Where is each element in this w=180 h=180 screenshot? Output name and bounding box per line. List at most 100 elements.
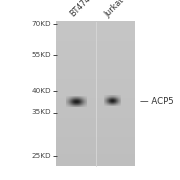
Bar [106, 98, 107, 99]
Bar [120, 98, 121, 99]
Bar [116, 103, 117, 104]
Bar [112, 99, 113, 100]
Bar [116, 97, 117, 98]
Bar [113, 101, 114, 102]
Bar [81, 98, 82, 99]
Bar [117, 96, 118, 97]
Bar [56, 163, 135, 166]
Bar [86, 104, 87, 105]
Bar [84, 97, 85, 98]
Bar [117, 104, 118, 105]
Bar [82, 100, 83, 101]
Bar [80, 98, 81, 99]
Bar [119, 98, 120, 99]
Bar [75, 98, 76, 99]
Bar [116, 96, 117, 97]
Bar [83, 106, 84, 107]
Bar [83, 100, 84, 101]
Bar [79, 103, 80, 104]
Bar [84, 98, 85, 99]
Bar [116, 99, 117, 100]
Bar [66, 102, 67, 103]
Bar [77, 97, 78, 98]
Bar [107, 102, 108, 103]
Bar [114, 101, 115, 102]
Bar [105, 98, 106, 99]
Bar [67, 98, 68, 99]
Bar [67, 103, 68, 104]
Bar [86, 104, 87, 105]
Bar [116, 104, 117, 105]
Bar [113, 96, 114, 97]
Bar [68, 97, 69, 98]
Bar [77, 100, 78, 101]
Bar [114, 99, 115, 100]
Bar [70, 96, 71, 97]
Bar [76, 106, 77, 107]
Bar [79, 99, 80, 100]
Bar [69, 99, 70, 100]
Bar [78, 106, 79, 107]
Bar [108, 105, 109, 106]
Bar [121, 102, 122, 103]
Bar [118, 98, 119, 99]
Bar [56, 62, 135, 65]
Bar [113, 101, 114, 102]
Bar [78, 102, 79, 103]
Bar [72, 99, 73, 100]
Bar [111, 102, 112, 103]
Bar [75, 100, 76, 101]
Bar [109, 100, 110, 101]
Bar [118, 96, 119, 97]
Bar [113, 96, 114, 97]
Bar [115, 96, 116, 97]
Bar [71, 106, 72, 107]
Bar [70, 106, 71, 107]
Bar [86, 98, 87, 99]
Bar [120, 97, 121, 98]
Bar [115, 99, 116, 100]
Bar [114, 103, 115, 104]
Bar [114, 103, 115, 104]
Bar [110, 102, 111, 103]
Bar [69, 104, 70, 105]
Bar [85, 104, 86, 105]
Bar [83, 106, 84, 107]
Bar [69, 101, 70, 102]
Bar [75, 98, 76, 99]
Bar [116, 101, 117, 102]
Bar [106, 102, 107, 103]
Bar [56, 143, 135, 146]
Bar [116, 100, 117, 101]
Bar [78, 101, 79, 102]
Bar [80, 101, 81, 102]
Bar [82, 98, 83, 99]
Bar [118, 97, 119, 98]
Bar [86, 100, 87, 101]
Bar [85, 104, 86, 105]
Bar [107, 100, 108, 101]
Bar [107, 104, 108, 105]
Bar [121, 100, 122, 101]
Bar [79, 98, 80, 99]
Bar [120, 103, 121, 104]
Bar [82, 105, 83, 106]
Bar [112, 102, 113, 103]
Bar [69, 102, 70, 103]
Bar [82, 98, 83, 99]
Bar [84, 99, 85, 100]
Bar [109, 98, 110, 99]
Bar [120, 98, 121, 99]
Bar [115, 101, 116, 102]
Bar [68, 99, 69, 100]
Bar [106, 96, 107, 97]
Bar [70, 101, 71, 102]
Bar [119, 99, 120, 100]
Bar [119, 101, 120, 102]
Bar [78, 100, 79, 101]
Bar [110, 95, 111, 96]
Bar [107, 105, 108, 106]
Bar [118, 104, 119, 105]
Bar [84, 102, 85, 103]
Bar [116, 97, 117, 98]
